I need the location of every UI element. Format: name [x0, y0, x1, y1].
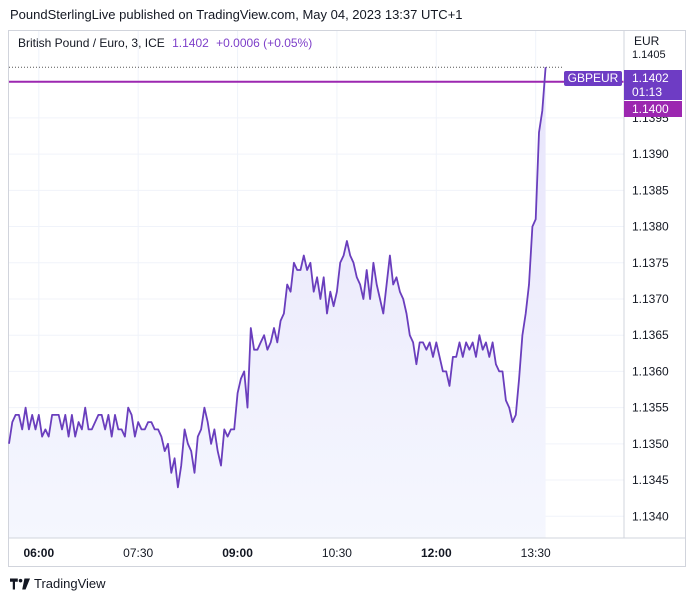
x-tick-label: 13:30 [521, 546, 551, 560]
y-tick-label: 1.1355 [632, 401, 669, 415]
x-tick-label: 09:00 [222, 546, 253, 560]
price-area [9, 67, 546, 538]
y-tick-label: 1.1365 [632, 328, 669, 342]
tradingview-logo-icon [10, 577, 30, 590]
symbol-change: +0.0006 (+0.05%) [216, 36, 313, 50]
symbol-legend[interactable]: British Pound / Euro, 3, ICE 1.1402 +0.0… [18, 36, 312, 50]
y-tick-label: 1.1350 [632, 437, 669, 451]
ticker-badge-label: GBPEUR [568, 71, 619, 85]
last-price-label: 1.1402 [632, 71, 669, 85]
ticker-badge [564, 71, 622, 86]
countdown-label: 01:13 [632, 85, 662, 99]
y-tick-partial: 1.1405 [632, 49, 666, 61]
x-tick-label: 06:00 [23, 546, 54, 560]
y-tick-label: 1.1345 [632, 473, 669, 487]
brand-label: TradingView [34, 576, 106, 591]
publish-header: PoundSterlingLive published on TradingVi… [10, 7, 463, 22]
last-price-badge [624, 70, 682, 100]
y-tick-label: 1.1390 [632, 147, 669, 161]
level-layer [9, 66, 624, 83]
symbol-name: British Pound / Euro, 3, ICE [18, 36, 165, 50]
level-price-label: 1.1400 [632, 102, 669, 116]
price-points [8, 67, 546, 488]
y-tick-label: 1.1340 [632, 509, 669, 523]
footer[interactable]: TradingView [10, 576, 106, 591]
level-price-badge [624, 101, 682, 117]
y-tick-label: 1.1370 [632, 292, 669, 306]
symbol-price: 1.1402 [172, 36, 209, 50]
y-tick-label: 1.1360 [632, 364, 669, 378]
x-tick-label: 12:00 [421, 546, 452, 560]
y-tick-label: 1.1380 [632, 220, 669, 234]
y-tick-label: 1.1375 [632, 256, 669, 270]
currency-label: EUR [634, 34, 660, 48]
x-ticks: 06:00 07:30 09:00 10:30 12:00 13:30 [23, 546, 551, 560]
x-tick-label: 10:30 [322, 546, 352, 560]
x-tick-label: 07:30 [123, 546, 153, 560]
y-tick-label: 1.1385 [632, 183, 669, 197]
y-ticks: 1.1340 1.1345 1.1350 1.1355 1.1360 1.1365 1.13… [632, 111, 669, 523]
price-badges: GBPEUR 1.1402 01:13 1.1400 [564, 70, 682, 117]
